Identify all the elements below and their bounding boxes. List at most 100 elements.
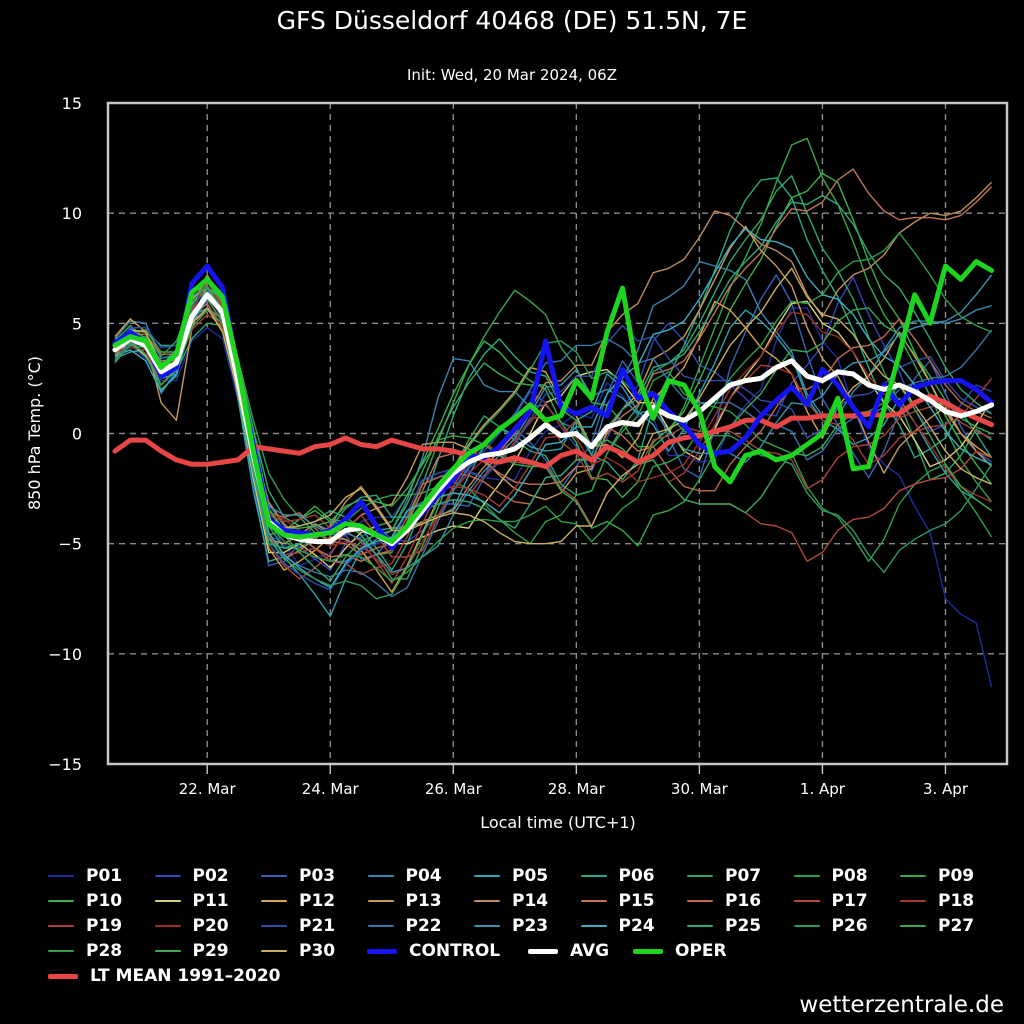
legend-item[interactable]: P07 — [687, 864, 761, 888]
y-tick-label: 15 — [62, 94, 82, 113]
member-line-p06 — [114, 177, 993, 571]
legend-label: P06 — [618, 866, 655, 886]
y-tick-label: 5 — [72, 314, 82, 333]
x-axis-label: Local time (UTC+1) — [480, 813, 636, 832]
legend-label: CONTROL — [409, 941, 501, 961]
legend-label: P09 — [938, 866, 975, 886]
legend-label: P20 — [192, 916, 229, 936]
legend-item[interactable]: P01 — [48, 864, 122, 888]
legend-swatch — [154, 875, 181, 877]
legend-item[interactable]: P15 — [580, 889, 655, 913]
legend-item[interactable]: P28 — [48, 939, 122, 963]
legend-swatch — [580, 875, 607, 877]
legend-label: P18 — [938, 891, 975, 911]
legend-label: P01 — [86, 866, 123, 886]
legend-label: P04 — [405, 866, 442, 886]
legend-swatch — [154, 950, 181, 952]
plot-frame — [106, 101, 1009, 766]
y-tick-label: 10 — [62, 204, 82, 223]
legend-swatch — [528, 948, 558, 954]
x-axis: 22. Mar 24. Mar 26. Mar 28. Mar 30. Mar 1. Ap… — [179, 764, 969, 798]
legend-item[interactable]: P06 — [580, 864, 655, 888]
credit-watermark: wetterzentrale.de — [799, 992, 1004, 1018]
legend-swatch — [48, 925, 74, 927]
x-tick-label: 26. Mar — [425, 780, 483, 798]
legend-label: P12 — [299, 891, 336, 911]
legend-label: P26 — [831, 916, 868, 936]
legend-swatch — [687, 875, 713, 877]
legend-swatch — [474, 900, 500, 902]
legend-label: P13 — [405, 891, 442, 911]
legend-item[interactable]: P11 — [154, 889, 229, 913]
legend-swatch — [261, 950, 287, 952]
legend-item[interactable]: CONTROL — [367, 939, 500, 963]
legend-item[interactable]: P26 — [793, 914, 868, 938]
legend-swatch — [48, 900, 74, 902]
legend-item[interactable]: OPER — [633, 939, 727, 963]
legend-swatch — [793, 925, 820, 927]
legend-swatch — [900, 900, 926, 902]
series-line-oper — [112, 259, 995, 544]
chart-title: GFS Düsseldorf 40468 (DE) 51.5N, 7E — [276, 6, 748, 35]
member-line-p25 — [114, 194, 993, 549]
y-tick-label: −15 — [48, 755, 82, 774]
legend-item[interactable]: P25 — [687, 914, 761, 938]
legend-item[interactable]: P23 — [474, 914, 548, 938]
member-line-p29 — [114, 287, 993, 582]
legend-label: P03 — [299, 866, 336, 886]
legend-label: P02 — [192, 866, 229, 886]
legend-label: P28 — [86, 941, 123, 961]
x-tick-label: 28. Mar — [548, 780, 606, 798]
legend-item[interactable]: P08 — [793, 864, 868, 888]
legend-item[interactable]: P22 — [367, 914, 442, 938]
legend-swatch — [48, 950, 74, 952]
y-tick-label: −10 — [48, 645, 82, 664]
legend-swatch — [687, 925, 713, 927]
legend-label: P21 — [299, 916, 336, 936]
legend-swatch — [154, 900, 181, 902]
legend-label: P05 — [512, 866, 549, 886]
legend-item[interactable]: P10 — [48, 889, 122, 913]
legend-item[interactable]: P09 — [900, 864, 974, 888]
legend-label: P07 — [725, 866, 762, 886]
legend-swatch — [900, 875, 926, 877]
legend-item[interactable]: P27 — [900, 914, 974, 938]
legend-swatch — [48, 973, 78, 979]
legend-item[interactable]: P19 — [48, 914, 122, 938]
legend-item[interactable]: P20 — [154, 914, 229, 938]
legend-item[interactable]: P24 — [580, 914, 655, 938]
legend-label: AVG — [570, 941, 610, 961]
legend-swatch — [367, 875, 394, 877]
legend-item[interactable]: P03 — [261, 864, 335, 888]
legend-swatch — [633, 948, 663, 954]
legend-label: OPER — [675, 941, 727, 961]
legend-item[interactable]: P16 — [687, 889, 761, 913]
legend-label: P25 — [725, 916, 762, 936]
legend-item[interactable]: P14 — [474, 889, 548, 913]
x-tick-label: 1. Apr — [800, 780, 846, 798]
legend-label: P22 — [405, 916, 442, 936]
x-tick-label: 22. Mar — [179, 780, 237, 798]
legend-item[interactable]: P04 — [367, 864, 442, 888]
legend-label: LT MEAN 1991–2020 — [90, 966, 281, 986]
legend-item[interactable]: P29 — [154, 939, 229, 963]
legend-swatch — [367, 900, 394, 902]
legend-item[interactable]: P12 — [261, 889, 335, 913]
legend-item[interactable]: P13 — [367, 889, 442, 913]
legend-item[interactable]: P02 — [154, 864, 229, 888]
legend-item[interactable]: P30 — [261, 939, 335, 963]
legend-label: P15 — [618, 891, 655, 911]
y-axis-label: 850 hPa Temp. (°C) — [25, 356, 44, 510]
y-tick-label: −5 — [58, 535, 82, 554]
legend-item[interactable]: AVG — [528, 939, 609, 963]
legend-label: P14 — [512, 891, 549, 911]
legend-item[interactable]: P21 — [261, 914, 335, 938]
legend-label: P17 — [831, 891, 868, 911]
legend-item[interactable]: P05 — [474, 864, 548, 888]
legend-item[interactable]: LT MEAN 1991–2020 — [48, 964, 281, 988]
legend-item[interactable]: P18 — [900, 889, 974, 913]
series-line-lt-mean-1991-2020 — [112, 393, 995, 470]
legend-item[interactable]: P17 — [793, 889, 868, 913]
x-tick-label: 3. Apr — [923, 780, 969, 798]
legend-swatch — [367, 948, 397, 954]
